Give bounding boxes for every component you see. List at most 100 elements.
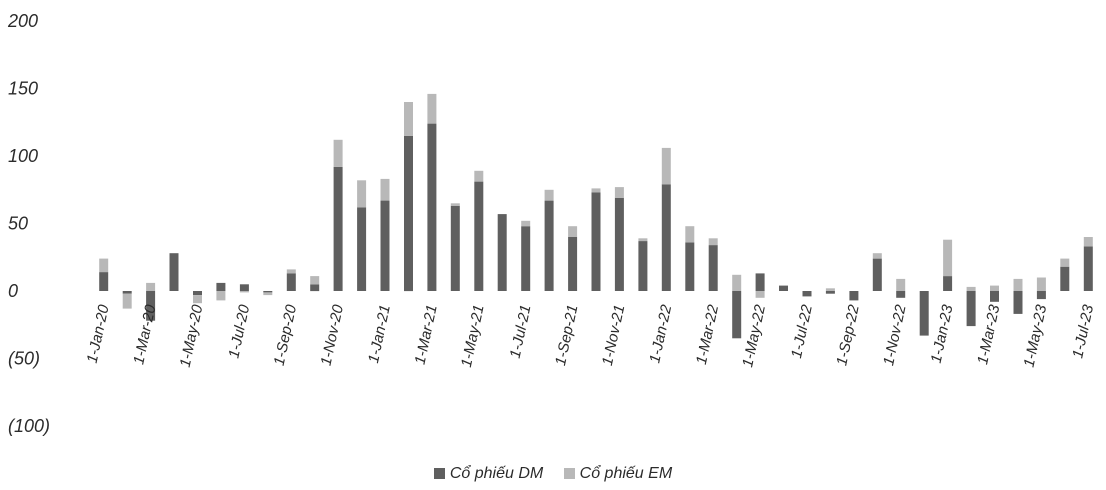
x-tick-label: 1-Sep-21: [552, 303, 581, 367]
bar-dm: [685, 242, 695, 291]
bar-dm: [825, 291, 835, 294]
bar-dm: [357, 207, 367, 291]
bar-em: [755, 291, 765, 298]
bar-dm: [990, 291, 999, 302]
legend: Cổ phiếu DM Cổ phiếu EM: [0, 465, 1106, 483]
bar-em: [357, 180, 367, 208]
x-tick-label: 1-Jul-22: [788, 303, 816, 360]
bar-dm: [896, 291, 906, 298]
bar-dm: [872, 258, 882, 291]
bar-dm: [802, 291, 812, 297]
legend-item-em: Cổ phiếu EM: [563, 465, 672, 483]
bar-em: [263, 292, 273, 296]
x-tick-label: 1-Sep-20: [271, 303, 301, 368]
y-axis-ticks: 200 150 100 50 0 (50) (100): [7, 11, 50, 436]
x-tick-label: 1-Jan-22: [646, 303, 675, 365]
y-tick-label: 50: [8, 214, 28, 234]
legend-label-dm: Cổ phiếu DM: [449, 465, 544, 482]
bar-dm: [1013, 291, 1023, 314]
bar-em: [732, 274, 742, 291]
bar-dm: [849, 291, 859, 301]
bar-dm: [193, 291, 202, 296]
y-tick-label: 200: [7, 11, 38, 31]
bar-dm: [169, 253, 179, 291]
legend-swatch-em: [563, 468, 575, 479]
bars-layer: [99, 93, 1093, 339]
bar-dm: [216, 282, 226, 291]
x-tick-label: 1-Jul-21: [507, 303, 535, 360]
bar-dm: [427, 123, 437, 291]
x-tick-label: 1-Jan-21: [365, 303, 394, 364]
bar-em: [872, 253, 882, 259]
x-tick-label: 1-Nov-20: [318, 303, 348, 368]
y-tick-label: 0: [8, 281, 18, 301]
bar-dm: [919, 291, 929, 336]
bar-dm: [708, 245, 718, 291]
bar-em: [474, 170, 484, 182]
bar-em: [146, 282, 156, 291]
y-tick-label: 150: [8, 79, 38, 99]
bar-em: [286, 269, 296, 274]
x-tick-label: 1-May-21: [458, 303, 488, 369]
bar-em: [591, 188, 601, 193]
bar-dm: [99, 272, 109, 291]
bar-dm: [661, 184, 671, 291]
bar-dm: [497, 214, 507, 291]
x-axis-ticks: 1-Jan-20 1-Mar-20 1-May-20 1-Jul-20 1-Sep-20…: [84, 303, 1098, 369]
x-tick-label: 1-Nov-21: [599, 303, 628, 367]
bar-em: [333, 139, 343, 167]
bar-dm: [544, 200, 554, 291]
bar-em: [825, 288, 835, 291]
bar-em: [638, 238, 648, 241]
bar-dm: [732, 291, 742, 339]
bar-dm: [380, 200, 390, 291]
bar-em: [896, 278, 906, 291]
bar-dm: [779, 285, 788, 291]
bar-dm: [404, 135, 413, 292]
bar-dm: [943, 276, 953, 291]
bar-em: [310, 276, 320, 285]
x-tick-label: 1-Jul-20: [225, 303, 253, 360]
x-tick-label: 1-Jul-23: [1069, 303, 1097, 360]
x-tick-label: 1-May-20: [177, 303, 207, 369]
bar-em: [427, 93, 437, 124]
x-tick-label: 1-Mar-23: [974, 303, 1003, 366]
y-tick-label: 100: [8, 146, 38, 166]
bar-em: [614, 187, 624, 198]
bar-em: [661, 147, 671, 185]
bar-dm: [310, 284, 320, 292]
bar-dm: [239, 284, 249, 292]
x-tick-label: 1-Nov-22: [880, 303, 910, 368]
bar-em: [685, 226, 695, 243]
bar-em: [122, 293, 132, 309]
bar-em: [1083, 237, 1093, 247]
bar-em: [966, 286, 976, 291]
bar-em: [239, 291, 249, 293]
bar-dm: [263, 291, 273, 293]
x-tick-label: 1-Mar-22: [693, 303, 722, 366]
x-tick-label: 1-Mar-20: [130, 303, 159, 366]
bar-dm: [568, 237, 578, 291]
bar-em: [521, 220, 531, 227]
bar-em: [544, 189, 554, 201]
bar-em: [1036, 277, 1046, 291]
y-tick-label: (50): [8, 349, 40, 369]
bar-dm: [755, 273, 765, 291]
bar-em: [216, 291, 226, 301]
x-tick-label: 1-May-23: [1021, 303, 1051, 369]
x-tick-label: 1-Sep-22: [833, 303, 863, 368]
x-tick-label: 1-Jan-23: [928, 303, 957, 365]
bar-dm: [521, 226, 531, 291]
legend-swatch-dm: [433, 468, 445, 479]
bar-dm: [474, 181, 484, 291]
bar-em: [193, 295, 202, 304]
bar-em: [99, 258, 109, 273]
x-tick-label: 1-Mar-21: [412, 303, 441, 366]
bar-dm: [286, 273, 296, 291]
bar-dm: [333, 166, 343, 291]
bar-dm: [591, 192, 601, 291]
y-tick-label: (100): [8, 416, 50, 436]
bar-dm: [1083, 246, 1093, 291]
bar-dm: [614, 197, 624, 291]
